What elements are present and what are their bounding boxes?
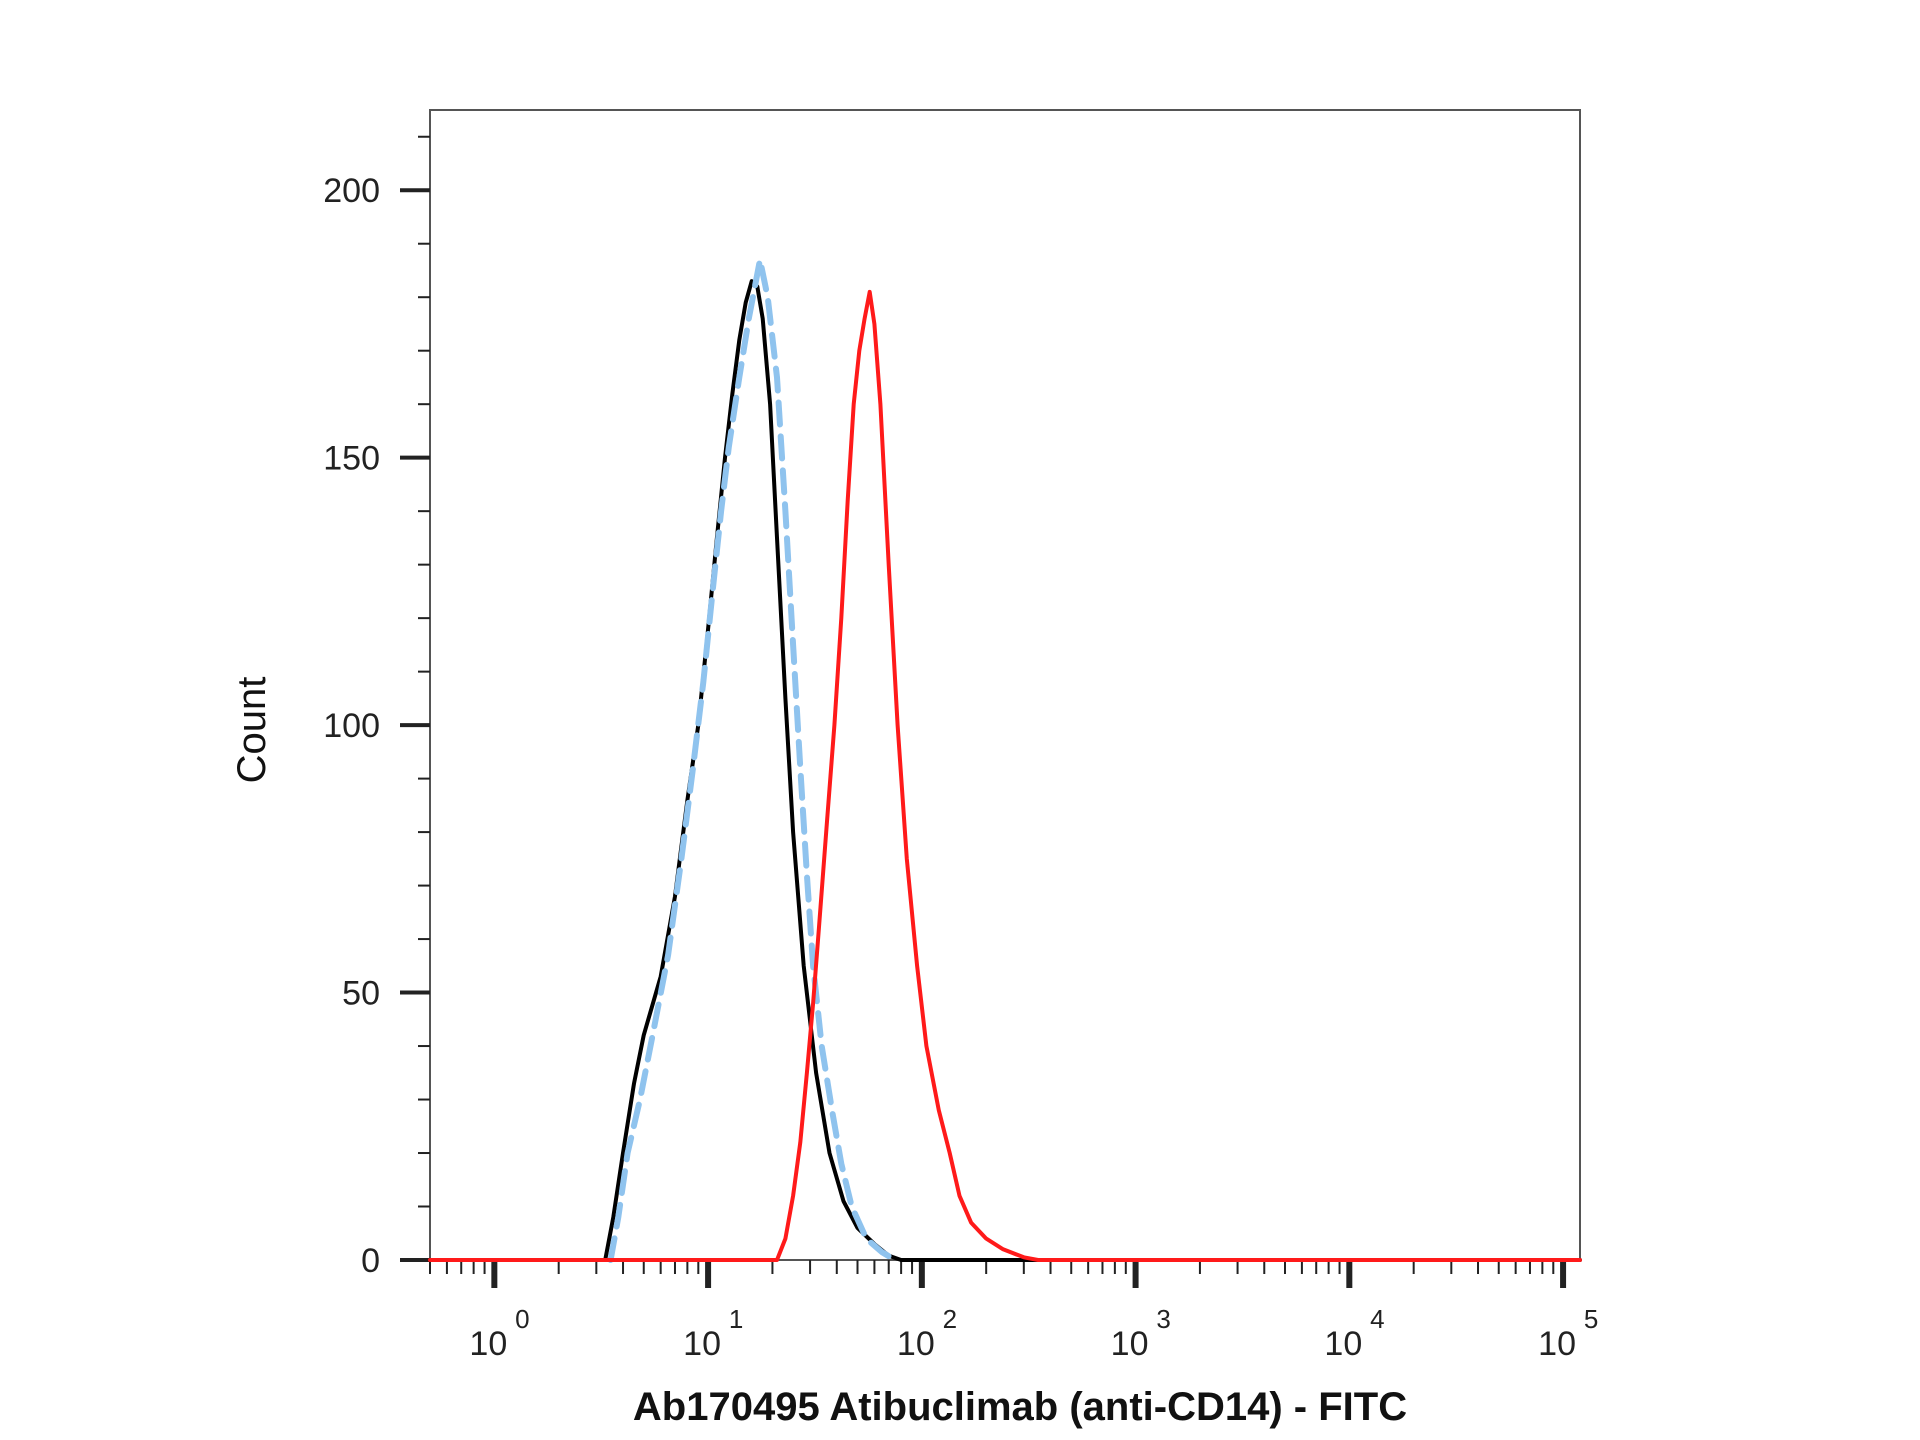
y-tick-label: 200 [323,172,380,210]
series-layer [428,256,1582,1263]
x-tick-label: 10 0 [469,1304,529,1363]
plot-frame [429,109,1581,1261]
series-line-2 [607,256,899,1263]
x-tick-label: 103 [1111,1304,1171,1363]
x-tick-exponent: 5 [1584,1304,1598,1334]
series-line-3 [428,289,1582,1262]
x-tick-exponent: 1 [729,1304,743,1334]
x-tick-base: 10 [897,1325,935,1363]
x-tick-label: 10 4 [1324,1304,1384,1363]
y-axis: 0 50 100 150 200 [323,135,430,1280]
x-tick-exponent: 3 [1156,1304,1170,1334]
x-tick-base: 10 [1324,1325,1362,1363]
y-tick-label: 50 [342,975,380,1013]
y-tick-label: 150 [323,440,380,478]
y-tick-label: 0 [361,1242,380,1280]
x-tick-exponent: 4 [1370,1304,1384,1334]
x-tick-label: 10 5 [1538,1304,1598,1363]
x-tick-base: 10 [469,1325,507,1363]
x-tick-label: 10 1 [683,1304,743,1363]
series-line-1 [428,279,1582,1262]
x-tick-base: 10 [1111,1325,1149,1363]
x-tick-label: 10 2 [897,1304,957,1363]
x-tick-base: 10 [1538,1325,1576,1363]
x-tick-exponent: 0 [515,1304,529,1334]
x-tick-base: 10 [683,1325,721,1363]
y-tick-label: 100 [323,707,380,745]
x-tick-exponent: 2 [943,1304,957,1334]
x-axis-title: Ab170495 Atibuclimab (anti-CD14) - FITC [633,1385,1407,1429]
y-axis-title: Count [230,677,274,784]
